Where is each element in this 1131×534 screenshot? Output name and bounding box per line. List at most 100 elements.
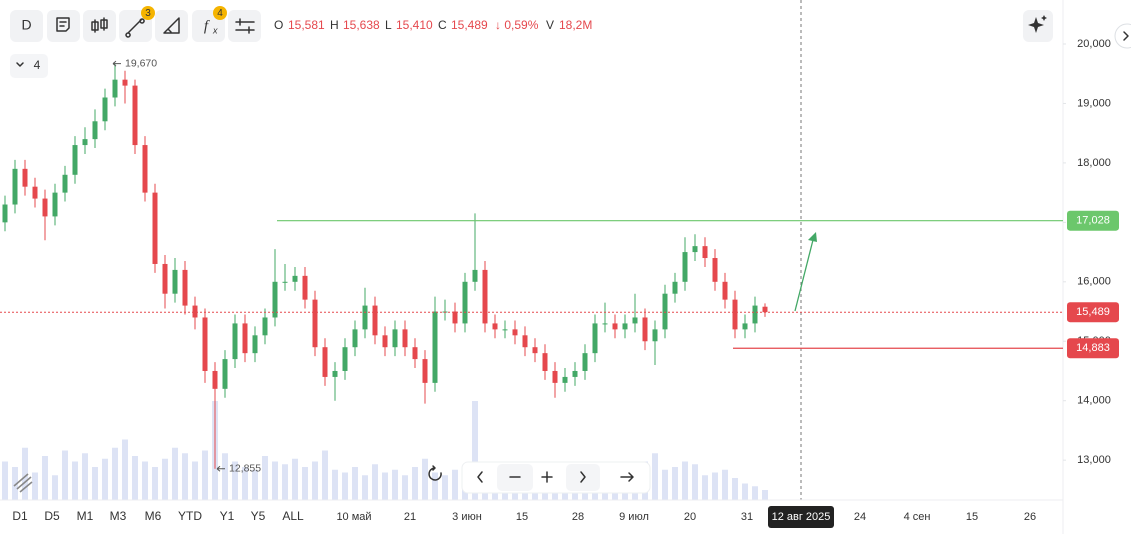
range-button[interactable]: YTD (178, 509, 202, 523)
candle-body (262, 317, 268, 336)
quote-value: 15,410 (396, 18, 433, 32)
candles-button[interactable] (83, 10, 116, 42)
candle-body (122, 79, 128, 86)
icon (580, 471, 586, 483)
volume-bar (112, 447, 118, 500)
volume-bar (472, 401, 478, 500)
candle-body (662, 293, 668, 330)
crosshair-label: 12 авг 2025 (772, 511, 831, 523)
candle-body (452, 311, 458, 324)
y-tick-label: 16,000 (1077, 276, 1111, 288)
icon (163, 17, 180, 34)
toolbar: D 3 f x 4 4 (10, 6, 1131, 78)
range-button[interactable]: Y5 (251, 509, 266, 523)
candle-body (512, 329, 518, 336)
candle-body (152, 192, 158, 264)
candle-body (12, 168, 18, 205)
icon (91, 17, 108, 33)
candle-body (682, 252, 688, 282)
candle-body (202, 317, 208, 371)
candle-body (742, 323, 748, 330)
candle-body (2, 204, 8, 223)
volume-bar (402, 475, 408, 500)
quote-label: V (546, 18, 554, 32)
interval-button[interactable] (10, 10, 43, 42)
range-button[interactable]: M1 (77, 509, 94, 523)
x-tick-label: 31 (741, 511, 753, 523)
volume-bar (252, 469, 258, 500)
candle-body (212, 370, 218, 389)
volume-bar (292, 458, 298, 500)
volume-bar (752, 486, 758, 500)
zoom-in[interactable] (541, 471, 553, 483)
icon (235, 18, 255, 34)
volume-bar (672, 467, 678, 500)
range-button[interactable]: Y1 (220, 509, 235, 523)
candle-body (272, 281, 278, 318)
scroll-left[interactable] (477, 471, 483, 483)
badge (213, 6, 227, 20)
range-button[interactable]: M6 (145, 509, 162, 523)
candle-body (642, 317, 648, 342)
candle-body (762, 306, 768, 313)
candle-body (532, 347, 538, 354)
side-toggle[interactable] (1114, 23, 1131, 49)
volume-bar (442, 475, 448, 500)
candle-body (562, 376, 568, 383)
badge-text: 4 (217, 8, 223, 19)
candle-body (312, 299, 318, 348)
candle-body (722, 281, 728, 300)
range-button[interactable]: D1 (12, 509, 28, 523)
candle-body (142, 145, 148, 193)
candle-body (292, 275, 298, 282)
volume-bar (722, 469, 728, 500)
candle-body (702, 246, 708, 259)
volume-bar (2, 461, 8, 500)
candle-body (282, 281, 288, 283)
fx-icon: f (204, 18, 210, 34)
icon (1028, 15, 1047, 33)
candle-body (752, 305, 758, 324)
candle-body (482, 269, 488, 324)
reset-button[interactable] (428, 465, 442, 481)
volume-bar (312, 461, 318, 500)
candle-body (182, 269, 188, 306)
candle-body (252, 335, 258, 354)
volume-bar (342, 472, 348, 500)
icon (1123, 31, 1129, 41)
volume-bar (72, 461, 78, 500)
candle-body (522, 335, 528, 348)
candle-body (712, 258, 718, 282)
candle-body (582, 353, 588, 371)
x-tick-label: 10 май (336, 511, 371, 523)
x-tick-label: 15 (516, 511, 528, 523)
y-tick-label: 20,000 (1077, 38, 1111, 50)
candle-body (552, 370, 558, 383)
candle-body (382, 335, 388, 348)
range-button[interactable]: ALL (282, 509, 304, 523)
candle-body (462, 281, 468, 324)
volume-bar (762, 489, 768, 500)
y-tick-label: 18,000 (1077, 157, 1111, 169)
forecast-arrow (794, 235, 815, 312)
range-buttons: D1 D5 M1 M3 M6 YTD Y1 Y5 ALL (12, 509, 304, 523)
candle-body (372, 305, 378, 336)
last-price-box (1067, 302, 1119, 323)
volume-bar (122, 439, 128, 500)
volume-bar (742, 483, 748, 500)
candle-body (432, 311, 438, 383)
candle-body (492, 323, 498, 330)
y-tick-label: 19,000 (1077, 97, 1111, 109)
scroll-right[interactable] (566, 464, 600, 491)
candle-body (332, 370, 338, 377)
range-button[interactable]: D5 (44, 509, 60, 523)
indicator-count: 4 (34, 58, 41, 72)
candle-body (132, 85, 138, 146)
candle-body (362, 305, 368, 330)
indicator-toggle[interactable] (10, 54, 48, 78)
range-button[interactable]: M3 (110, 509, 127, 523)
x-tick-label: 15 (966, 511, 978, 523)
scroll-end[interactable] (620, 472, 634, 482)
level-box (1067, 338, 1119, 359)
settings-button[interactable] (228, 10, 261, 42)
